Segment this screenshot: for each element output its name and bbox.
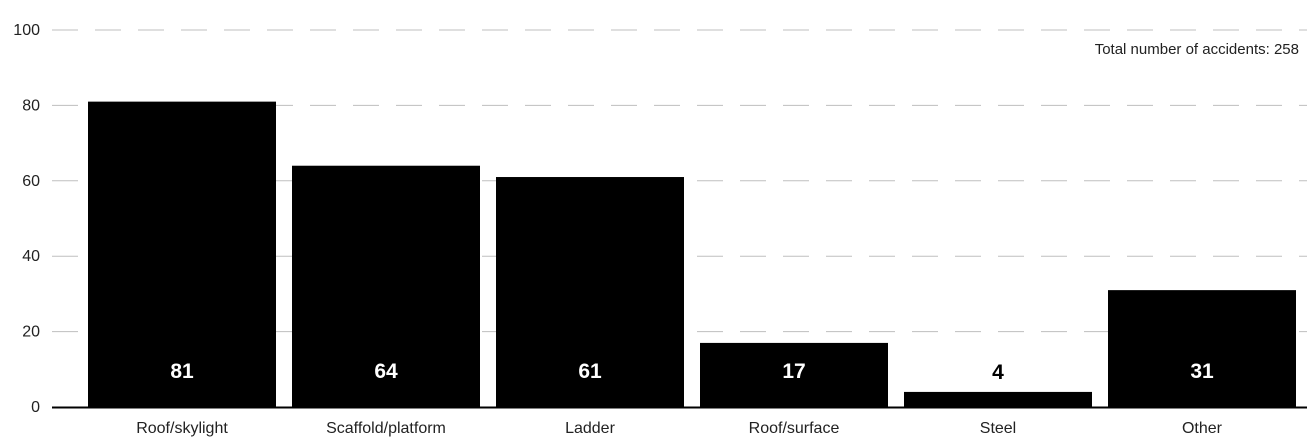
x-category-label: Roof/skylight [136, 420, 228, 437]
bar-value-label: 4 [992, 361, 1004, 384]
x-category-label: Ladder [565, 420, 615, 437]
y-tick-label: 60 [22, 173, 40, 190]
bar [904, 391, 1092, 407]
x-category-label: Other [1182, 420, 1223, 437]
bar [1108, 290, 1296, 407]
x-category-label: Scaffold/platform [326, 420, 446, 437]
bar-value-label: 17 [782, 360, 805, 383]
y-tick-label: 20 [22, 324, 40, 341]
x-axis-categories: Roof/skylight Scaffold/platform Ladder Roof… [136, 420, 1222, 437]
bar-value-label: 81 [170, 360, 194, 383]
bar [292, 165, 480, 407]
y-axis-ticks: 0 20 40 60 80 100 [13, 22, 40, 416]
bars [88, 101, 1296, 407]
bar [700, 342, 888, 407]
total-accidents-annotation: Total number of accidents: 258 [1095, 41, 1299, 58]
y-tick-label: 40 [22, 248, 40, 265]
bar-value-label: 31 [1190, 360, 1214, 383]
value-labels: 81 64 61 17 4 31 [170, 360, 1214, 384]
bar-value-label: 61 [578, 360, 602, 383]
x-category-label: Roof/surface [749, 420, 840, 437]
y-tick-label: 80 [22, 97, 40, 114]
y-tick-label: 100 [13, 22, 40, 39]
bar [496, 177, 684, 407]
bar [88, 101, 276, 407]
bar-value-label: 64 [374, 360, 398, 383]
y-tick-label: 0 [31, 399, 40, 416]
x-category-label: Steel [980, 420, 1016, 437]
